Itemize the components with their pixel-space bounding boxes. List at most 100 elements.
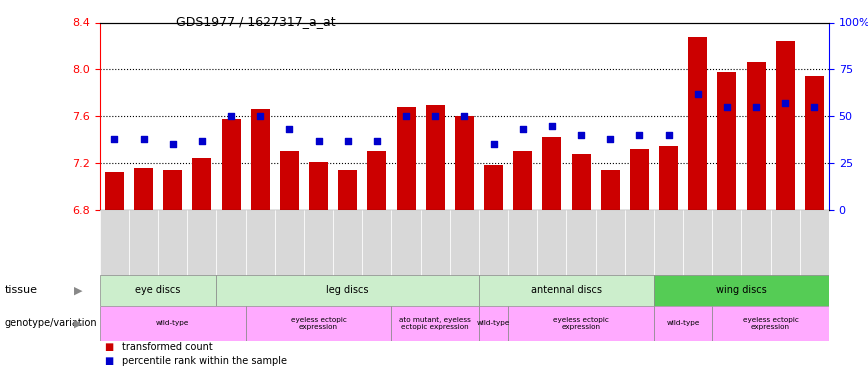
Text: antennal discs: antennal discs [531,285,602,295]
Point [661,132,675,138]
Bar [163,170,182,210]
Point [108,136,122,142]
Text: eye discs: eye discs [135,285,181,295]
Bar [367,152,386,210]
Bar [479,306,508,341]
Text: leg discs: leg discs [326,285,369,295]
Bar [216,275,479,306]
Bar [771,210,799,276]
Bar [129,210,158,276]
Bar [279,152,299,210]
Bar [542,137,562,210]
Bar [654,210,683,276]
Point [545,123,559,129]
Bar [688,37,707,210]
Point [399,113,413,119]
Bar [659,146,678,210]
Bar [508,210,537,276]
Text: eyeless ectopic
expression: eyeless ectopic expression [291,317,346,330]
Text: ▶: ▶ [74,318,82,328]
Text: eyeless ectopic
expression: eyeless ectopic expression [743,317,799,330]
Point [633,132,647,138]
Bar [479,210,508,276]
Bar [654,275,829,306]
Bar [339,170,358,210]
Bar [275,210,304,276]
Bar [134,168,153,210]
Text: transformed count: transformed count [122,342,213,352]
Point [136,136,150,142]
Bar [221,118,240,210]
Bar [630,149,649,210]
Bar [246,306,391,341]
Point [720,104,733,110]
Text: ▶: ▶ [74,285,82,295]
Bar [746,62,766,210]
Bar [513,152,532,210]
Bar [105,172,124,210]
Text: wing discs: wing discs [716,285,766,295]
Point [195,138,209,144]
Bar [158,210,187,276]
Text: genotype/variation: genotype/variation [4,318,97,328]
Text: wild-type: wild-type [667,320,700,326]
Text: percentile rank within the sample: percentile rank within the sample [122,356,286,366]
Bar [479,275,654,306]
Bar [100,306,246,341]
Bar [100,275,216,306]
Bar [333,210,362,276]
Bar [654,306,713,341]
Text: ato mutant, eyeless
ectopic expression: ato mutant, eyeless ectopic expression [399,317,471,330]
Bar [571,154,590,210]
Bar [391,306,479,341]
Point [574,132,588,138]
Bar [450,210,479,276]
Point [312,138,326,144]
Point [779,100,792,106]
Bar [567,210,595,276]
Bar [625,210,654,276]
Point [282,126,296,132]
Text: ■: ■ [104,356,114,366]
Text: wild-type: wild-type [156,320,189,326]
Bar [713,306,829,341]
Point [370,138,384,144]
Bar [484,165,503,210]
Point [341,138,355,144]
Text: ■: ■ [104,342,114,352]
Bar [246,210,275,276]
Point [691,91,705,97]
Bar [537,210,567,276]
Point [428,113,442,119]
Point [749,104,763,110]
Bar [187,210,216,276]
Text: wild-type: wild-type [477,320,510,326]
Bar [391,210,421,276]
Bar [216,210,246,276]
Bar [595,210,625,276]
Point [166,141,180,147]
Bar [425,105,444,210]
Bar [805,76,824,210]
Bar [713,210,741,276]
Bar [100,210,129,276]
Point [487,141,501,147]
Bar [309,162,328,210]
Bar [776,41,795,210]
Bar [508,306,654,341]
Point [253,113,267,119]
Bar [251,109,270,210]
Text: GDS1977 / 1627317_a_at: GDS1977 / 1627317_a_at [176,15,336,28]
Bar [193,158,212,210]
Point [516,126,529,132]
Bar [455,116,474,210]
Bar [304,210,333,276]
Point [224,113,238,119]
Point [807,104,821,110]
Bar [362,210,391,276]
Bar [717,72,736,210]
Text: eyeless ectopic
expression: eyeless ectopic expression [553,317,609,330]
Bar [683,210,713,276]
Bar [799,210,829,276]
Bar [421,210,450,276]
